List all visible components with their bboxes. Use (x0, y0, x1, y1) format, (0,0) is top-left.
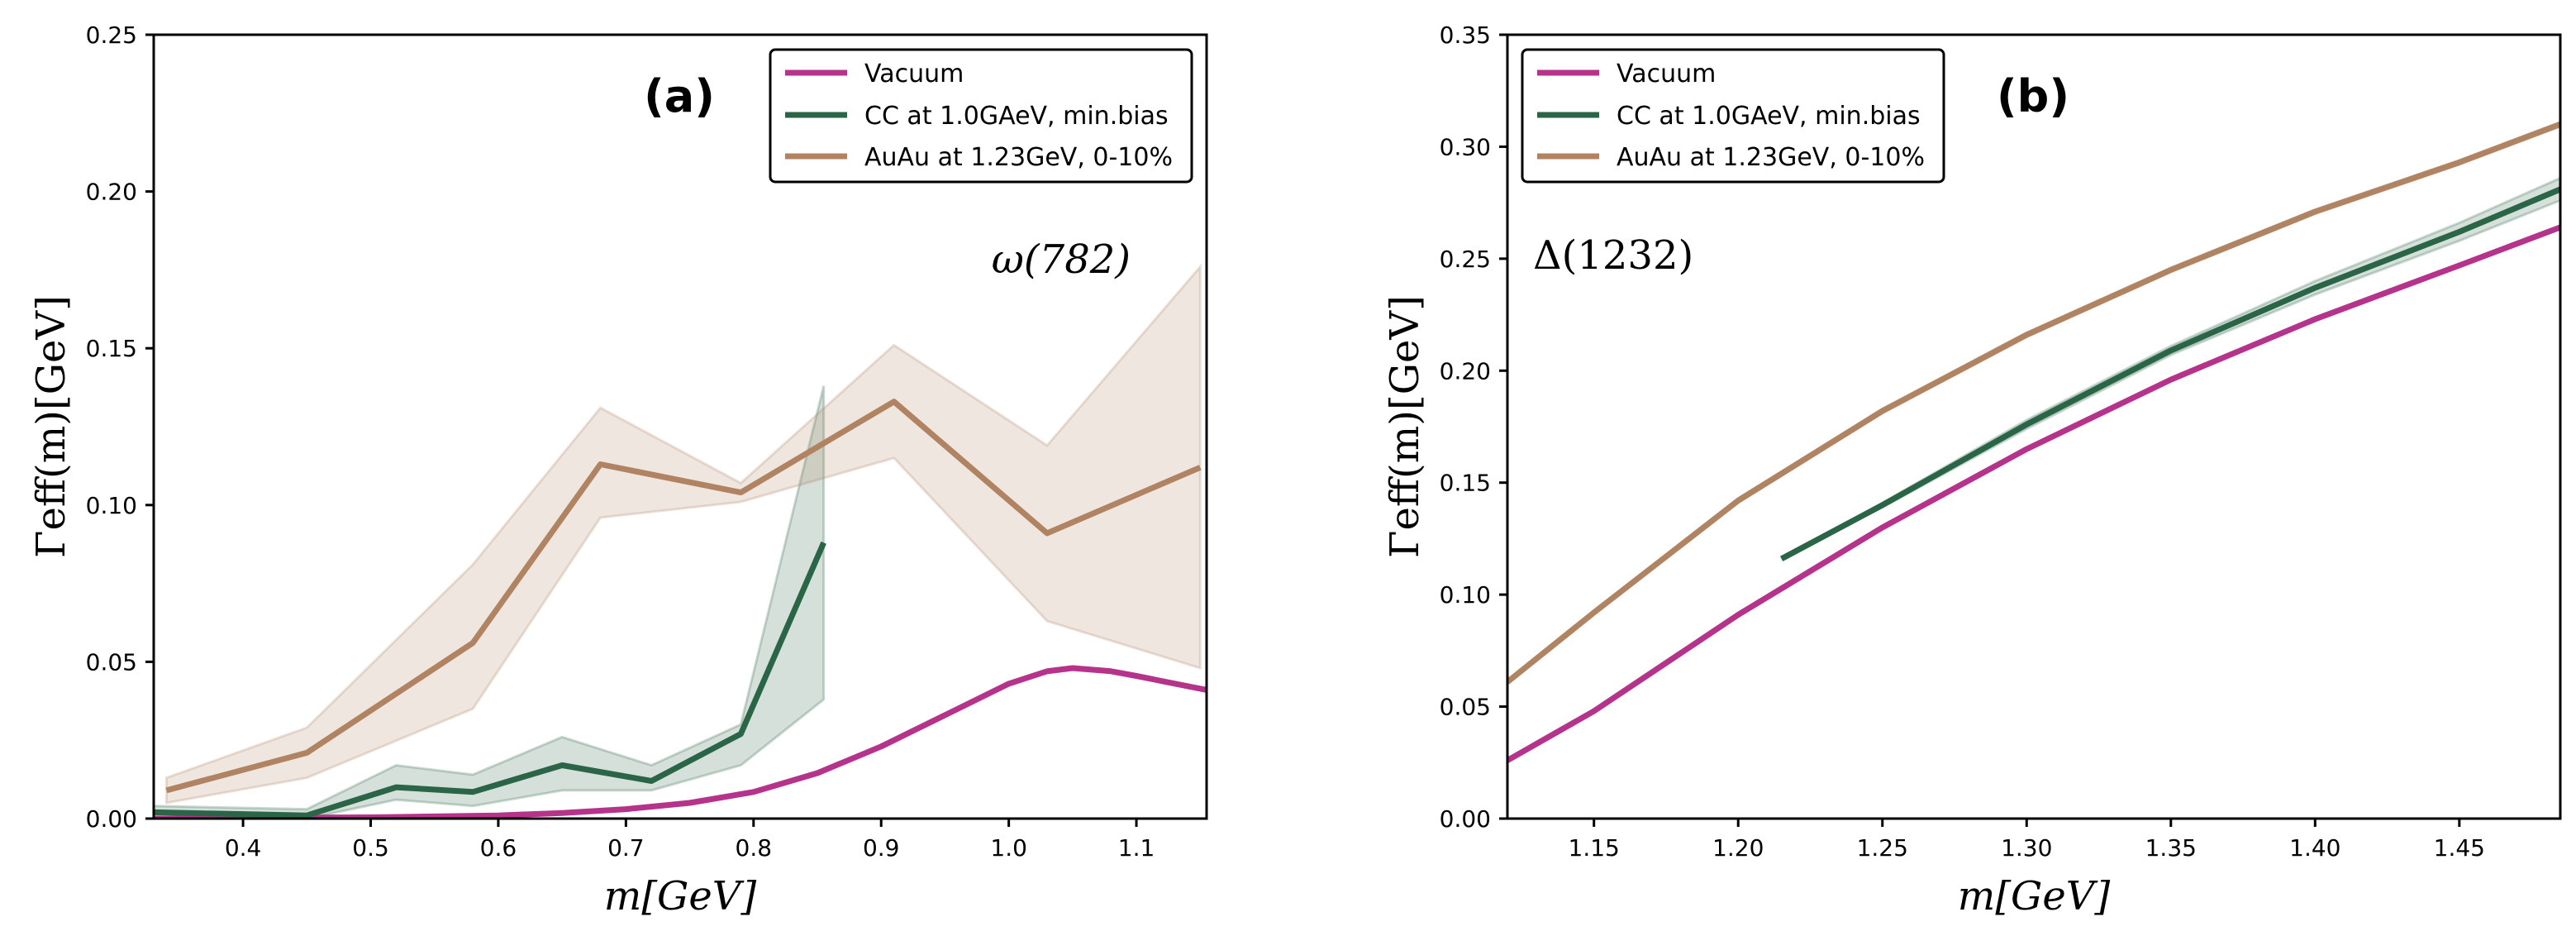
y-tick-label: 0.15 (1440, 470, 1491, 497)
panel-a-label: (a) (644, 70, 715, 122)
band-cc (1780, 176, 2560, 561)
panel-a-ticks: 0.4 0.5 0.6 0.7 0.8 0.9 1.0 1.1 0.00 0.05 0.10 0.15… (86, 21, 1155, 862)
y-tick-label: 0.00 (1440, 805, 1491, 833)
x-tick-label: 1.25 (1857, 834, 1908, 862)
panel-a: 0.4 0.5 0.6 0.7 0.8 0.9 1.0 1.1 0.00 0.05 0.10 0.15… (28, 21, 1208, 919)
y-tick-label: 0.25 (1440, 246, 1491, 273)
panel-b-ticks: 1.15 1.20 1.25 1.30 1.35 1.40 1.45 0.00 0.05 0.10… (1440, 21, 2485, 862)
x-tick-label: 0.5 (352, 834, 389, 862)
legend-label-cc: CC at 1.0GAeV, min.bias (864, 102, 1169, 131)
y-tick-label: 0.05 (86, 648, 137, 676)
series-line-vacuum (154, 665, 1207, 819)
panel-b-frame (1506, 33, 2562, 820)
x-tick-label: 1.20 (1712, 834, 1764, 862)
panel-b-legend: Vacuum CC at 1.0GAeV, min.bias AuAu at 1… (1521, 48, 1945, 184)
y-tick-label: 0.10 (1440, 581, 1491, 609)
panel-b-ylabel: Γeff(m)[GeV] (1382, 295, 1428, 558)
band-auau (164, 263, 1202, 805)
x-tick-label: 0.8 (736, 834, 773, 862)
series-line-cc (1779, 186, 2560, 561)
x-tick-label: 1.30 (2001, 834, 2052, 862)
panel-b-xlabel: m[GeV] (1958, 873, 2111, 919)
series-line-auau (1507, 122, 2560, 685)
panel-b-plot-area (1507, 120, 2560, 763)
y-tick-label: 0.10 (86, 492, 137, 519)
panel-a-legend: Vacuum CC at 1.0GAeV, min.bias AuAu at 1… (769, 48, 1193, 184)
legend-label-vacuum: Vacuum (1617, 60, 1716, 88)
x-tick-label: 1.35 (2145, 834, 2197, 862)
y-tick-label: 0.00 (86, 805, 137, 833)
x-tick-label: 1.40 (2289, 834, 2340, 862)
x-tick-label: 0.4 (225, 834, 262, 862)
panel-a-xlabel: m[GeV] (604, 873, 757, 919)
panel-a-plot-area (154, 263, 1207, 819)
legend-label-auau: AuAu at 1.23GeV, 0-10% (1617, 143, 1925, 172)
panel-b: 1.15 1.20 1.25 1.30 1.35 1.40 1.45 0.00 0.05 0.10… (1382, 21, 2562, 919)
panel-a-ylabel: Γeff(m)[GeV] (28, 295, 74, 558)
y-tick-label: 0.15 (86, 335, 137, 362)
x-tick-label: 1.45 (2434, 834, 2485, 862)
series-line-vacuum (1507, 224, 2560, 763)
y-tick-label: 0.30 (1440, 133, 1491, 160)
panel-b-legend-box (1521, 48, 1945, 184)
band-cc (154, 385, 826, 819)
y-tick-label: 0.35 (1440, 21, 1491, 49)
y-tick-label: 0.05 (1440, 694, 1491, 721)
panel-a-label-letter: a (664, 70, 694, 122)
x-tick-label: 1.15 (1569, 834, 1620, 862)
x-tick-label: 1.0 (990, 834, 1027, 862)
x-tick-label: 0.6 (480, 834, 517, 862)
x-tick-label: 0.7 (607, 834, 645, 862)
panel-a-frame (152, 33, 1208, 820)
panel-a-annotation: ω(782) (992, 236, 1131, 283)
y-tick-label: 0.25 (86, 21, 137, 49)
y-tick-label: 0.20 (86, 179, 137, 206)
x-tick-label: 1.1 (1118, 834, 1155, 862)
series-line-cc (154, 541, 826, 819)
y-tick-label: 0.20 (1440, 357, 1491, 384)
x-tick-label: 0.9 (863, 834, 900, 862)
panel-b-label-letter: b (2017, 70, 2050, 122)
series-line-auau (165, 399, 1202, 794)
legend-label-vacuum: Vacuum (864, 60, 964, 88)
legend-label-cc: CC at 1.0GAeV, min.bias (1617, 102, 1921, 131)
legend-label-auau: AuAu at 1.23GeV, 0-10% (864, 143, 1173, 172)
panel-a-legend-box (769, 48, 1193, 184)
panel-b-label: (b) (1997, 70, 2069, 122)
panel-b-annotation: Δ(1232) (1533, 232, 1693, 279)
